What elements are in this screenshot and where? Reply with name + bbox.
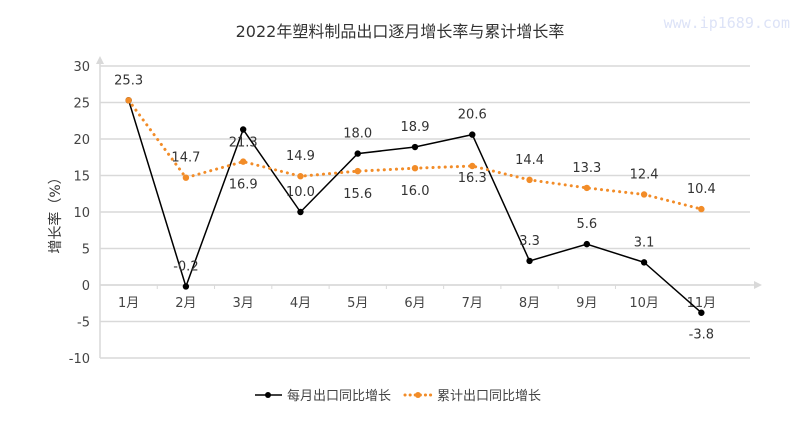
y-axis-label: 增长率（%）: [47, 170, 64, 253]
data-label: -3.8: [689, 328, 714, 343]
data-label: 16.9: [229, 178, 258, 193]
data-point: [297, 208, 304, 216]
y-tick-label: 5: [82, 243, 90, 258]
data-label: 5.6: [576, 217, 597, 232]
data-point: [469, 162, 476, 170]
y-tick-label: 30: [73, 60, 90, 75]
legend-marker-monthly: [265, 392, 271, 398]
y-tick-label: 0: [82, 279, 90, 294]
data-label: 14.9: [286, 149, 315, 164]
data-label: 3.1: [634, 235, 655, 250]
data-label: 15.6: [343, 187, 372, 202]
x-tick-label: 11月: [687, 296, 717, 311]
data-label: 16.3: [458, 171, 487, 186]
x-tick-label: 3月: [233, 296, 254, 311]
data-point: [640, 259, 648, 266]
data-point: [411, 165, 419, 172]
data-label: 3.3: [519, 234, 540, 249]
data-label: 12.4: [630, 167, 659, 182]
data-label: 13.3: [572, 161, 601, 176]
data-point: [698, 205, 705, 213]
x-tick-label: 4月: [290, 296, 311, 311]
x-tick-label: 9月: [576, 296, 597, 311]
data-point: [469, 131, 476, 138]
y-tick-label: 20: [73, 133, 90, 148]
watermark: www.ip1689.com: [663, 14, 790, 32]
data-point: [354, 150, 361, 157]
y-tick-label: -10: [69, 352, 90, 367]
data-label: 14.7: [171, 151, 200, 166]
legend-marker-cumulative: [415, 392, 421, 398]
data-label: 14.4: [515, 153, 544, 168]
x-axis-arrow: [754, 281, 762, 289]
data-point: [526, 257, 533, 265]
chart-title: 2022年塑料制品出口逐月增长率与累计增长率: [236, 22, 565, 41]
x-tick-label: 10月: [629, 296, 659, 311]
data-label: 16.0: [401, 184, 430, 199]
x-tick-label: 7月: [462, 296, 483, 311]
y-tick-label: 15: [73, 170, 90, 185]
data-point: [125, 97, 132, 104]
data-point: [583, 240, 591, 248]
data-label: 10.0: [286, 185, 315, 200]
data-label: 20.6: [458, 108, 487, 123]
x-tick-label: 6月: [404, 296, 425, 311]
data-point: [182, 283, 190, 290]
data-label: -0.2: [173, 259, 198, 274]
data-point: [698, 309, 705, 316]
data-label: 10.4: [687, 182, 716, 197]
data-label: 21.3: [229, 136, 258, 151]
data-label: 25.3: [114, 73, 143, 88]
y-tick-label: -5: [77, 316, 90, 331]
x-tick-label: 2月: [175, 296, 196, 311]
data-point: [354, 167, 361, 175]
data-label: 18.0: [343, 127, 372, 142]
data-point: [239, 126, 247, 133]
data-point: [182, 174, 190, 181]
data-point: [640, 191, 648, 198]
legend-label: 累计出口同比增长: [437, 389, 541, 404]
y-axis-arrow: [96, 56, 104, 64]
legend-label: 每月出口同比增长: [287, 388, 391, 404]
data-point: [239, 158, 247, 165]
data-point: [411, 143, 419, 151]
data-point: [583, 184, 591, 192]
data-point: [297, 173, 304, 180]
y-tick-label: 10: [73, 206, 90, 221]
data-label: 18.9: [401, 120, 430, 135]
x-tick-label: 1月: [118, 296, 139, 311]
x-tick-label: 5月: [347, 296, 368, 311]
x-tick-label: 8月: [519, 296, 540, 311]
y-tick-label: 25: [73, 97, 90, 112]
data-point: [526, 176, 533, 184]
